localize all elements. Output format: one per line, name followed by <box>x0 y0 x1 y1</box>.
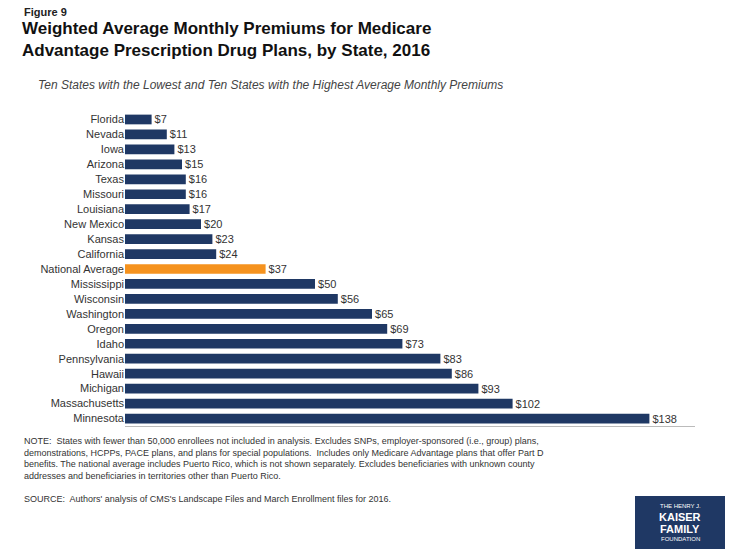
svg-text:$16: $16 <box>189 188 207 200</box>
svg-text:$37: $37 <box>269 263 287 275</box>
svg-text:Kansas: Kansas <box>87 233 124 245</box>
svg-text:New Mexico: New Mexico <box>64 218 124 230</box>
svg-text:$23: $23 <box>215 233 233 245</box>
svg-text:KAISER: KAISER <box>659 511 701 523</box>
svg-text:Arizona: Arizona <box>87 158 125 170</box>
svg-text:Hawaii: Hawaii <box>91 368 124 380</box>
svg-text:$138: $138 <box>652 413 676 425</box>
svg-text:Pennsylvania: Pennsylvania <box>59 353 125 365</box>
svg-text:Weighted Average Monthly Premi: Weighted Average Monthly Premiums for Me… <box>22 19 431 60</box>
svg-text:Mississippi: Mississippi <box>71 278 124 290</box>
svg-text:Idaho: Idaho <box>96 338 124 350</box>
svg-text:Oregon: Oregon <box>87 323 124 335</box>
svg-text:$93: $93 <box>481 383 499 395</box>
svg-text:$11: $11 <box>170 128 188 140</box>
svg-text:$17: $17 <box>193 203 211 215</box>
svg-text:THE HENRY J.: THE HENRY J. <box>660 503 701 509</box>
svg-text:$16: $16 <box>189 173 207 185</box>
svg-text:$102: $102 <box>516 398 540 410</box>
svg-text:Florida: Florida <box>90 113 125 125</box>
svg-text:Iowa: Iowa <box>101 143 125 155</box>
svg-text:Missouri: Missouri <box>83 188 124 200</box>
svg-text:FAMILY: FAMILY <box>660 523 700 535</box>
svg-text:$86: $86 <box>455 368 473 380</box>
svg-text:$24: $24 <box>219 248 237 260</box>
svg-text:Minnesota: Minnesota <box>73 412 125 424</box>
svg-text:$83: $83 <box>443 353 461 365</box>
svg-text:$56: $56 <box>341 293 359 305</box>
svg-text:Michigan: Michigan <box>80 382 124 394</box>
svg-text:Texas: Texas <box>95 173 124 185</box>
svg-text:California: California <box>78 248 125 260</box>
svg-text:$7: $7 <box>155 113 167 125</box>
svg-text:Ten States with the Lowest and: Ten States with the Lowest and Ten State… <box>38 78 503 92</box>
svg-text:NOTE: States with fewer than: NOTE: States with fewer than 50,000 enro… <box>24 436 544 481</box>
svg-text:Louisiana: Louisiana <box>77 203 125 215</box>
svg-text:National Average: National Average <box>40 263 124 275</box>
svg-text:Massachusetts: Massachusetts <box>51 397 125 409</box>
svg-text:$13: $13 <box>177 143 195 155</box>
svg-text:FOUNDATION: FOUNDATION <box>661 536 700 542</box>
svg-text:Washington: Washington <box>66 308 124 320</box>
svg-text:$20: $20 <box>204 218 222 230</box>
svg-text:$73: $73 <box>405 338 423 350</box>
svg-text:$15: $15 <box>185 158 203 170</box>
svg-text:$50: $50 <box>318 278 336 290</box>
svg-text:$65: $65 <box>375 308 393 320</box>
svg-text:Nevada: Nevada <box>86 128 125 140</box>
svg-text:$69: $69 <box>390 323 408 335</box>
svg-text:SOURCE: Authors' analysis of: SOURCE: Authors' analysis of CMS's Lands… <box>24 494 391 504</box>
svg-text:Figure 9: Figure 9 <box>24 6 67 18</box>
svg-text:Wisconsin: Wisconsin <box>74 293 124 305</box>
